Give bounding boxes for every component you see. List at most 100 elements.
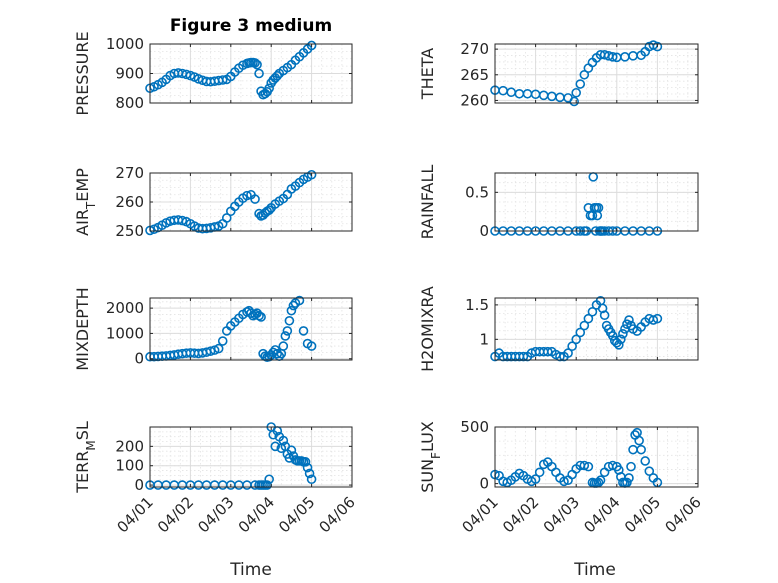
y-tick-label: 260 — [460, 91, 489, 109]
data-point — [300, 457, 311, 467]
data-point — [652, 41, 663, 52]
x-tick-label: 04/04 — [235, 493, 278, 536]
data-point — [593, 203, 604, 213]
data-point — [254, 68, 264, 79]
y-tick-label: 0.5 — [465, 183, 489, 201]
data-point — [264, 83, 274, 94]
data-point — [624, 315, 634, 325]
subplot-theta: 260 265 270 THETA — [418, 40, 699, 109]
data-point — [217, 336, 228, 346]
data-point — [583, 461, 594, 472]
data-point — [571, 334, 582, 345]
y-tick-label: 200 — [115, 437, 144, 455]
data-point — [272, 71, 283, 81]
x-axis-label-right: Time — [573, 560, 616, 580]
data-point — [177, 215, 188, 226]
y-tick-label: 250 — [115, 222, 144, 240]
y-tick-label: 900 — [115, 65, 144, 83]
x-tick-label: 04/02 — [499, 493, 542, 536]
data-point — [563, 348, 573, 358]
x-axis-label-left: Time — [229, 560, 272, 580]
subplot-sun-flux: 0 500 SUNFLUX 04/0104/0204/0304/0404/0504/0… — [418, 418, 705, 536]
data-point — [575, 327, 586, 338]
data-point — [579, 460, 590, 471]
data-point — [652, 313, 663, 324]
y-tick-label: 0 — [134, 476, 144, 494]
x-tick-label: 04/05 — [621, 493, 664, 536]
x-tick-label: 04/03 — [540, 493, 583, 536]
y-axis-label: PRESSURE — [73, 31, 92, 115]
data-point — [306, 341, 317, 351]
x-tick-label: 04/01 — [459, 493, 502, 536]
data-point — [264, 205, 274, 215]
major-grid — [495, 173, 698, 231]
data-point — [181, 69, 192, 80]
data-point — [569, 96, 579, 107]
data-point — [634, 435, 644, 446]
data-point — [599, 310, 610, 321]
data-point — [616, 334, 626, 345]
y-tick-label: 0 — [479, 222, 489, 240]
data-point — [205, 346, 216, 356]
data-point — [282, 326, 293, 336]
data-point — [579, 69, 590, 80]
y-axis-label: TERRMSL — [73, 421, 98, 494]
x-tick-label: 04/01 — [114, 493, 157, 536]
data-point — [242, 190, 252, 201]
data-point — [538, 90, 549, 101]
data-point — [288, 300, 299, 311]
data-point — [588, 172, 599, 182]
y-tick-label: 260 — [115, 193, 144, 211]
data-point — [306, 169, 317, 180]
data-point — [518, 351, 529, 362]
x-tick-label: 04/06 — [316, 493, 359, 536]
data-point — [624, 473, 634, 483]
y-tick-label: 500 — [460, 418, 489, 436]
data-series — [145, 40, 317, 100]
x-tick-label: 04/05 — [275, 493, 318, 536]
x-tick-label: 04/06 — [662, 493, 705, 536]
minor-grid — [495, 173, 698, 231]
data-point — [294, 295, 305, 306]
data-point — [306, 40, 317, 51]
x-tick-label: 04/04 — [580, 493, 623, 536]
subplot-h2omixra: 1 1.5 H2OMIXRA — [418, 286, 699, 372]
data-point — [567, 341, 577, 352]
y-tick-label: 1000 — [106, 324, 144, 342]
axes-box — [494, 426, 699, 488]
data-point — [534, 467, 545, 478]
data-point — [607, 52, 618, 62]
x-tick-label: 04/02 — [154, 493, 197, 536]
data-point — [306, 474, 317, 485]
axes-box — [494, 172, 699, 232]
data-point — [579, 320, 590, 331]
data-point — [506, 87, 517, 98]
minor-grid — [150, 427, 352, 487]
data-point — [622, 477, 632, 488]
y-tick-label: 270 — [115, 164, 144, 182]
y-tick-label: 800 — [115, 94, 144, 112]
data-point — [280, 331, 291, 341]
data-point — [217, 75, 228, 85]
data-point — [284, 315, 295, 326]
figure-title: Figure 3 medium — [170, 16, 332, 36]
data-point — [587, 306, 598, 317]
data-series — [490, 295, 663, 362]
data-point — [298, 326, 309, 336]
major-grid — [150, 298, 352, 360]
data-point — [575, 79, 586, 89]
data-point — [256, 312, 266, 322]
subplot-rainfall: 0 0.5 RAINFALL — [418, 165, 699, 240]
data-point — [626, 461, 636, 472]
data-point — [530, 474, 541, 484]
data-point — [250, 58, 260, 68]
data-point — [595, 475, 606, 486]
data-point — [628, 444, 638, 455]
y-tick-label: 1 — [479, 330, 489, 348]
data-point — [607, 460, 618, 471]
y-tick-label: 1000 — [106, 35, 144, 53]
data-series — [490, 427, 663, 488]
data-point — [630, 430, 640, 440]
y-tick-label: 2000 — [106, 299, 144, 317]
